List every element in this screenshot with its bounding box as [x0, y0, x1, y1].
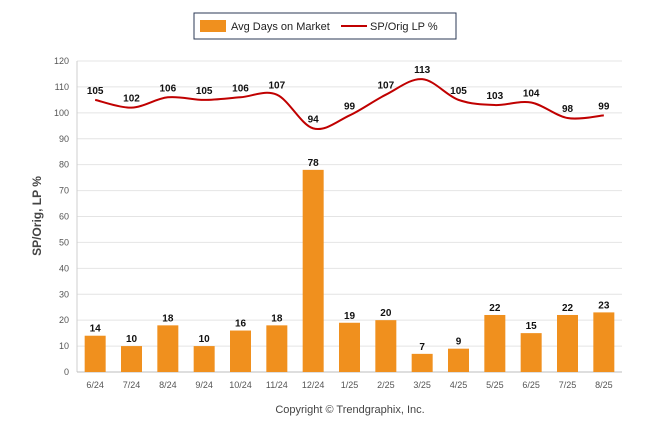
x-tick-label: 4/25 — [450, 380, 468, 390]
y-tick-label: 40 — [59, 263, 69, 273]
bar-value-label: 15 — [526, 321, 538, 332]
bar-value-label: 14 — [90, 324, 102, 335]
line-value-label: 107 — [268, 81, 285, 92]
line-value-label: 99 — [598, 101, 610, 112]
legend-swatch-bar — [200, 20, 226, 32]
x-tick-label: 6/25 — [522, 380, 540, 390]
legend: Avg Days on Market SP/Orig LP % — [193, 12, 457, 40]
line-value-label: 98 — [562, 104, 574, 115]
bar — [339, 322, 360, 372]
x-tick-label: 10/24 — [229, 380, 252, 390]
bar-value-label: 22 — [562, 303, 574, 314]
bar — [266, 325, 288, 372]
bar — [84, 335, 106, 372]
x-tick-label: 12/24 — [302, 380, 325, 390]
y-tick-label: 0 — [64, 367, 69, 377]
x-axis-ticks: 6/24 7/24 8/24 9/24 10/24 11/24 12/24 1/25 2/25 3… — [86, 380, 612, 390]
line-value-label: 99 — [344, 101, 356, 112]
y-tick-label: 70 — [59, 186, 69, 196]
legend-label-bar: Avg Days on Market — [231, 21, 330, 33]
x-tick-label: 5/25 — [486, 380, 504, 390]
line-value-label: 105 — [450, 86, 467, 97]
y-tick-label: 50 — [59, 237, 69, 247]
bar-value-label: 16 — [235, 319, 247, 330]
y-axis-ticks: 0 10 20 30 40 50 60 70 80 90 100 110 120 — [54, 56, 69, 377]
line-value-label: 107 — [377, 81, 394, 92]
bar — [448, 348, 469, 372]
x-tick-label: 11/24 — [266, 380, 288, 390]
y-tick-label: 10 — [59, 341, 69, 351]
bar — [593, 312, 615, 372]
x-tick-label: 9/24 — [195, 380, 213, 390]
line-path — [94, 78, 604, 131]
line-series: 105 102 106 105 106 107 94 99 107 113 105 103 104 98 9… — [87, 65, 610, 131]
x-tick-label: 3/25 — [413, 380, 431, 390]
x-tick-label: 7/25 — [559, 380, 577, 390]
y-axis-label: SP/Orig, LP % — [30, 176, 44, 256]
bar — [520, 333, 542, 372]
bar — [302, 169, 324, 372]
bar-value-label: 10 — [126, 334, 138, 345]
x-tick-label: 8/24 — [159, 380, 177, 390]
y-tick-label: 100 — [54, 108, 69, 118]
y-tick-label: 120 — [54, 56, 69, 66]
bar — [375, 320, 397, 372]
x-tick-label: 8/25 — [595, 380, 613, 390]
bar — [411, 353, 433, 372]
bar — [121, 346, 142, 372]
bar-value-label: 18 — [271, 313, 283, 324]
bar — [557, 314, 578, 372]
bar-value-label: 19 — [344, 311, 356, 322]
line-value-label: 104 — [523, 88, 540, 99]
bar-value-label: 10 — [199, 334, 211, 345]
x-tick-label: 6/24 — [86, 380, 104, 390]
y-tick-label: 90 — [59, 134, 69, 144]
bar-series: 14 10 18 10 16 18 78 19 20 7 9 22 15 22 23 — [84, 158, 615, 372]
bar-value-label: 7 — [419, 342, 425, 353]
legend-box — [193, 12, 457, 40]
line-value-label: 113 — [414, 65, 431, 76]
bar — [193, 346, 215, 372]
copyright-text: Copyright © Trendgraphix, Inc. — [275, 404, 424, 416]
x-tick-label: 1/25 — [341, 380, 359, 390]
y-tick-label: 80 — [59, 160, 69, 170]
line-value-label: 105 — [87, 86, 104, 97]
line-value-label: 102 — [123, 94, 140, 105]
y-tick-label: 20 — [59, 315, 69, 325]
bar-value-label: 20 — [380, 308, 392, 319]
x-tick-label: 2/25 — [377, 380, 395, 390]
bar — [230, 330, 251, 372]
x-tick-label: 7/24 — [123, 380, 141, 390]
y-tick-label: 110 — [55, 82, 69, 92]
bar — [157, 325, 179, 372]
line-value-label: 103 — [486, 91, 503, 102]
bar-value-label: 22 — [489, 303, 501, 314]
bar — [484, 314, 506, 372]
line-value-label: 105 — [196, 86, 213, 97]
line-value-label: 106 — [159, 83, 176, 94]
bar-value-label: 23 — [598, 300, 610, 311]
y-tick-label: 30 — [59, 289, 69, 299]
bar-value-label: 9 — [456, 337, 462, 348]
legend-label-line: SP/Orig LP % — [370, 21, 438, 33]
y-tick-label: 60 — [59, 212, 69, 222]
line-value-label: 106 — [232, 83, 249, 94]
bar-value-label: 18 — [162, 313, 174, 324]
bar-value-label: 78 — [308, 158, 320, 169]
line-value-label: 94 — [308, 114, 320, 125]
